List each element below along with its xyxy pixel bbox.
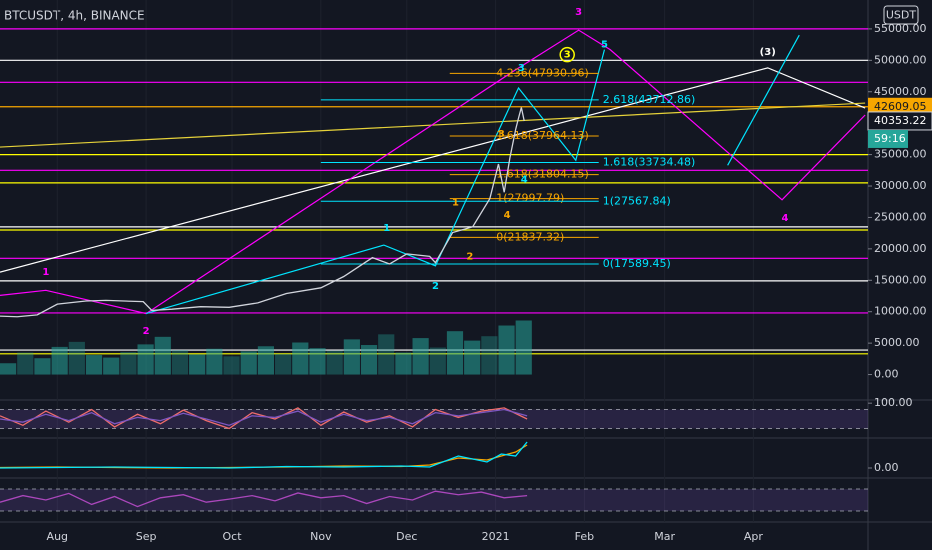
volume-bar (343, 339, 360, 375)
volume-bar (412, 338, 429, 375)
volume-bar (85, 355, 103, 375)
volume-bar (309, 348, 326, 375)
volume-bar (51, 346, 68, 375)
volume-bar (17, 352, 34, 375)
series-line (0, 441, 528, 469)
fib-label: 0(21837.32) (496, 230, 564, 243)
volume-bar (481, 336, 498, 375)
band (0, 489, 868, 511)
price-tag-label: 40353.22 (874, 114, 927, 127)
series-line (0, 407, 528, 430)
trend-line (0, 29, 866, 315)
y-tick-label: 20000.00 (874, 242, 927, 255)
wave-label: 1 (42, 267, 49, 278)
x-tick-label: Oct (223, 530, 243, 543)
y-tick-label: 0.00 (874, 368, 899, 381)
x-tick-label: 2021 (482, 530, 510, 543)
y-tick-label: 15000.00 (874, 273, 927, 286)
x-tick-label: Feb (575, 530, 594, 543)
volume-bar (189, 354, 206, 375)
fib-label: 0(17589.45) (603, 257, 671, 270)
x-tick-label: Aug (47, 530, 68, 543)
x-tick-label: Sep (136, 530, 157, 543)
series-line (0, 490, 528, 508)
wave-label: 2 (432, 281, 439, 292)
wave-label: 4 (781, 213, 788, 224)
wave-label: 4 (504, 210, 511, 221)
trend-line (0, 67, 866, 273)
volume-bar (464, 340, 481, 375)
wave-label: (3) (760, 47, 776, 58)
volume-bar (240, 351, 257, 375)
y-tick-label: 0.00 (874, 461, 899, 474)
volume-bar (206, 348, 223, 375)
wave-label: 4 (521, 175, 528, 186)
volume-bar (34, 358, 51, 375)
volume-bar (137, 344, 154, 375)
volume-bar (275, 353, 292, 375)
x-tick-label: Mar (654, 530, 675, 543)
y-tick-label: 35000.00 (874, 148, 927, 161)
y-tick-label: 10000.00 (874, 305, 927, 318)
y-tick-label: 100.00 (874, 396, 913, 409)
wave-label: 5 (601, 40, 608, 51)
price-tag (868, 97, 932, 116)
fib-label: 1.618(37964.13) (496, 129, 589, 142)
wave-circle (559, 46, 575, 63)
volume-bar (154, 336, 171, 375)
volume-bar (326, 350, 343, 375)
volume-bar (498, 325, 515, 375)
volume-bar (378, 334, 395, 375)
countdown-label: 59:16 (874, 132, 906, 145)
volume-bar (257, 346, 275, 375)
wave-label: 1 (452, 197, 459, 208)
fib-label: 1(27997.79) (496, 192, 564, 205)
y-tick-label: 45000.00 (874, 85, 927, 98)
volume-bar (103, 357, 120, 375)
series-line (0, 408, 528, 427)
volume-bar (0, 363, 17, 375)
volume-bar (120, 351, 137, 375)
volume-bar (223, 356, 240, 375)
trend-line (145, 49, 606, 315)
wave-label: 1 (383, 223, 390, 234)
volume-bar (446, 331, 464, 375)
y-tick-label: 55000.00 (874, 22, 927, 35)
volume-bar (360, 345, 378, 375)
fib-label: 4.236(47930.96) (496, 66, 589, 79)
y-tick-label: 50000.00 (874, 53, 927, 66)
fib-label: 1(27567.84) (603, 194, 671, 207)
x-tick-label: Dec (396, 530, 417, 543)
wave-label: 3 (564, 50, 571, 61)
wave-label: 3 (518, 63, 525, 74)
volume-bar (171, 350, 189, 375)
fib-label: 1.618(31804.15) (496, 168, 589, 181)
currency-badge[interactable] (883, 5, 919, 25)
y-tick-label: 30000.00 (874, 179, 927, 192)
wave-label: 2 (466, 251, 473, 262)
y-tick-label: 5000.00 (874, 336, 920, 349)
fib-label: 1.618(33734.48) (603, 156, 696, 169)
volume-bar (515, 320, 532, 375)
series-line (0, 107, 525, 318)
currency-label: USDT (886, 9, 917, 22)
fib-label: 2.618(43712.86) (603, 93, 696, 106)
wave-label: 2 (143, 326, 150, 337)
volume-bar (292, 342, 309, 375)
volume-bar (68, 341, 85, 375)
wave-label: 3 (575, 7, 582, 18)
volume-bar (429, 347, 446, 375)
price-tag-label: 42609.05 (874, 100, 927, 113)
chart-title: BTCUSDT, 4h, BINANCE (4, 9, 145, 23)
x-tick-label: Nov (310, 530, 332, 543)
volume-bar (395, 352, 412, 375)
y-tick-label: 25000.00 (874, 210, 927, 223)
trend-line (727, 34, 800, 166)
x-tick-label: Apr (744, 530, 764, 543)
countdown-tag (868, 129, 908, 148)
wave-label: 3 (498, 129, 505, 140)
